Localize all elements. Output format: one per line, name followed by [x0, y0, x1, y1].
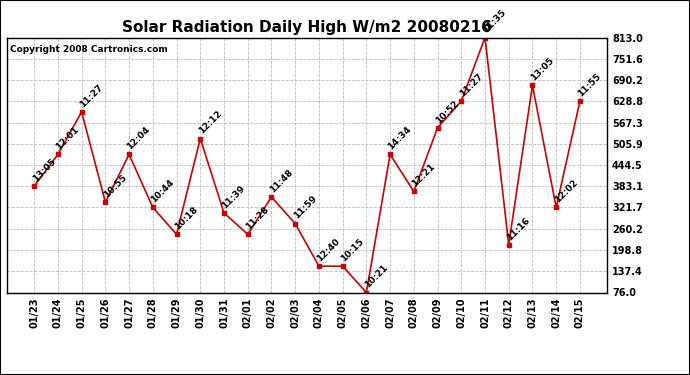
- Text: 12:04: 12:04: [126, 125, 152, 152]
- Text: 10:52: 10:52: [434, 99, 460, 125]
- Text: 12:12: 12:12: [197, 109, 224, 136]
- Text: 10:15: 10:15: [339, 237, 366, 263]
- Text: 13:05: 13:05: [30, 157, 57, 183]
- Text: 11:27: 11:27: [457, 72, 484, 99]
- Text: 13:05: 13:05: [529, 56, 555, 82]
- Text: 11:35: 11:35: [482, 8, 508, 35]
- Text: 12:02: 12:02: [553, 178, 579, 205]
- Text: 11:28: 11:28: [244, 205, 270, 232]
- Text: 11:39: 11:39: [220, 183, 247, 210]
- Text: 10:44: 10:44: [149, 178, 176, 205]
- Text: 12:40: 12:40: [315, 237, 342, 263]
- Text: Copyright 2008 Cartronics.com: Copyright 2008 Cartronics.com: [10, 45, 168, 54]
- Text: 12:01: 12:01: [55, 125, 81, 152]
- Text: 11:59: 11:59: [292, 194, 318, 221]
- Text: 10:21: 10:21: [363, 263, 389, 290]
- Text: 11:48: 11:48: [268, 168, 295, 194]
- Text: 10:55: 10:55: [102, 173, 128, 200]
- Text: 14:34: 14:34: [386, 125, 413, 152]
- Title: Solar Radiation Daily High W/m2 20080216: Solar Radiation Daily High W/m2 20080216: [122, 20, 492, 35]
- Text: 11:55: 11:55: [576, 72, 603, 99]
- Text: 11:27: 11:27: [78, 82, 105, 109]
- Text: 12:21: 12:21: [411, 162, 437, 189]
- Text: 11:16: 11:16: [505, 215, 532, 242]
- Text: 10:18: 10:18: [173, 205, 199, 232]
